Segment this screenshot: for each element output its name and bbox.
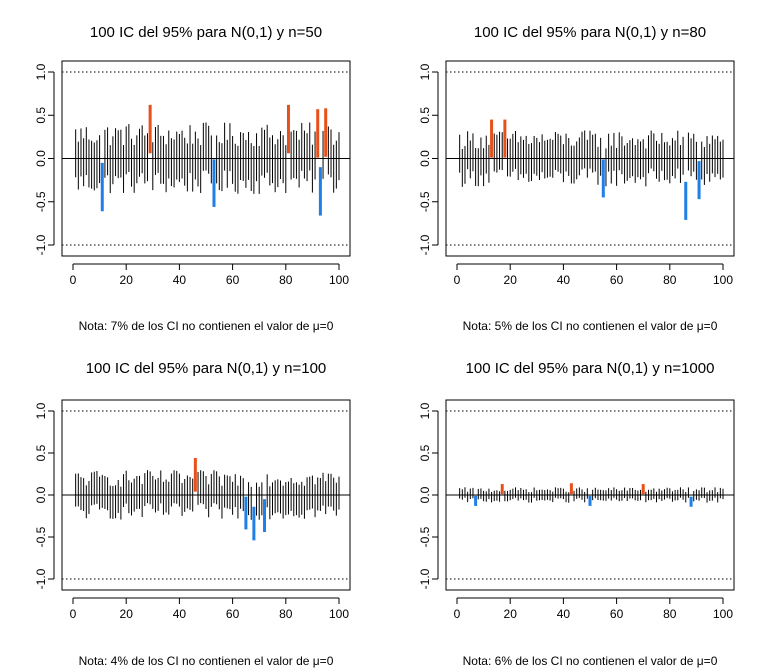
x-tick-label: 100 <box>329 273 349 287</box>
x-tick-label: 60 <box>226 607 240 621</box>
x-tick-label: 60 <box>610 607 624 621</box>
x-tick-label: 40 <box>557 273 571 287</box>
y-tick-label: -1.0 <box>418 234 432 255</box>
chart-note: Nota: 7% de los CI no contienen el valor… <box>79 319 334 333</box>
chart-panel: 100 IC del 95% para N(0,1) y n=1000 0 20 40… <box>418 360 735 668</box>
x-tick-label: 100 <box>329 607 349 621</box>
x-tick-label: 20 <box>120 607 134 621</box>
y-tick-label: -1.0 <box>418 568 432 589</box>
x-tick-label: 20 <box>504 273 518 287</box>
x-tick-label: 80 <box>279 607 293 621</box>
y-tick-label: -0.5 <box>418 191 432 212</box>
x-tick-label: 20 <box>504 607 518 621</box>
y-tick-label: 0.5 <box>418 444 432 461</box>
x-tick-label: 20 <box>120 273 134 287</box>
x-tick-label: 100 <box>713 607 733 621</box>
x-tick-label: 0 <box>454 607 461 621</box>
x-tick-label: 80 <box>279 273 293 287</box>
x-tick-label: 40 <box>173 607 187 621</box>
y-tick-label: -1.0 <box>34 234 48 255</box>
chart-title: 100 IC del 95% para N(0,1) y n=50 <box>90 24 322 41</box>
y-tick-label: 1.0 <box>418 63 432 80</box>
x-tick-label: 40 <box>557 607 571 621</box>
y-tick-label: -0.5 <box>34 191 48 212</box>
y-tick-label: 1.0 <box>34 402 48 419</box>
chart-panel: 100 IC del 95% para N(0,1) y n=50 0 20 40 60… <box>34 24 351 333</box>
x-tick-label: 0 <box>70 607 77 621</box>
x-tick-label: 80 <box>663 273 677 287</box>
x-tick-label: 0 <box>70 273 77 287</box>
x-tick-label: 60 <box>226 273 240 287</box>
x-tick-label: 0 <box>454 273 461 287</box>
y-tick-label: -1.0 <box>34 568 48 589</box>
chart-note: Nota: 5% de los CI no contienen el valor… <box>463 319 718 333</box>
y-tick-label: -0.5 <box>34 526 48 547</box>
x-tick-label: 40 <box>173 273 187 287</box>
chart-note: Nota: 6% de los CI no contienen el valor… <box>463 654 718 668</box>
y-tick-label: 0.0 <box>34 486 48 503</box>
y-tick-label: 0.0 <box>418 486 432 503</box>
chart-title: 100 IC del 95% para N(0,1) y n=100 <box>86 360 327 377</box>
chart-panel: 100 IC del 95% para N(0,1) y n=100 0 20 40 6… <box>34 360 351 668</box>
x-tick-label: 80 <box>663 607 677 621</box>
chart-title: 100 IC del 95% para N(0,1) y n=1000 <box>466 360 715 377</box>
y-tick-label: 0.5 <box>418 107 432 124</box>
y-tick-label: 0.0 <box>34 150 48 167</box>
x-tick-label: 60 <box>610 273 624 287</box>
y-tick-label: -0.5 <box>418 526 432 547</box>
chart-panel: 100 IC del 95% para N(0,1) y n=80 0 20 40 60… <box>418 24 735 333</box>
y-tick-label: 0.5 <box>34 444 48 461</box>
chart-note: Nota: 4% de los CI no contienen el valor… <box>79 654 334 668</box>
chart-title: 100 IC del 95% para N(0,1) y n=80 <box>474 24 706 41</box>
y-tick-label: 0.0 <box>418 150 432 167</box>
y-tick-label: 1.0 <box>418 402 432 419</box>
y-tick-label: 1.0 <box>34 63 48 80</box>
x-tick-label: 100 <box>713 273 733 287</box>
y-tick-label: 0.5 <box>34 107 48 124</box>
